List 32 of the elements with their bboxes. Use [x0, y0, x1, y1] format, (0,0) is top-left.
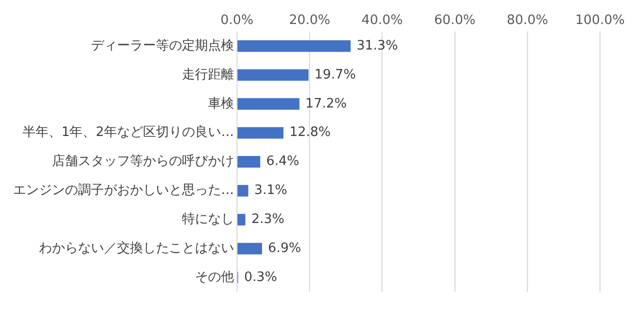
y-tick-label: 車検: [208, 96, 234, 112]
bar: [238, 214, 246, 226]
y-tick-label: その他: [195, 270, 234, 285]
bar: [238, 69, 309, 81]
data-label: 19.7%: [314, 67, 356, 82]
y-tick-label: エンジンの調子がおかしいと思った…: [13, 183, 234, 198]
y-tick-label: ディーラー等の定期点検: [91, 38, 234, 54]
data-label: 0.3%: [244, 270, 278, 285]
y-tick-label: わからない／交換したことはない: [39, 240, 234, 256]
bar: [238, 127, 284, 139]
data-label: 2.3%: [251, 212, 284, 228]
x-tick-label: 80.0%: [506, 13, 548, 28]
y-tick-label: 走行距離: [182, 67, 234, 82]
x-tick-label: 60.0%: [434, 13, 476, 28]
bar: [238, 242, 262, 254]
bar: [238, 156, 260, 168]
data-label: 17.2%: [305, 96, 347, 112]
x-tick-label: 40.0%: [362, 13, 403, 28]
bar: [238, 98, 300, 110]
data-label: 6.9%: [268, 240, 302, 256]
y-tick-label: 特になし: [182, 212, 234, 228]
x-tick-label: 0.0%: [220, 13, 254, 28]
x-tick-label: 20.0%: [288, 13, 330, 28]
y-tick-label: 店舗スタッフ等からの呼びかけ: [52, 153, 234, 170]
data-label: 6.4%: [266, 154, 300, 170]
data-label: 3.1%: [254, 183, 288, 198]
x-tick-label: 100.0%: [575, 13, 625, 28]
data-label: 12.8%: [289, 125, 331, 140]
bar: [238, 40, 351, 52]
bar: [238, 184, 248, 197]
y-tick-label: 半年、1年、2年など区切りの良い…: [22, 125, 234, 140]
data-label: 31.3%: [356, 38, 398, 54]
